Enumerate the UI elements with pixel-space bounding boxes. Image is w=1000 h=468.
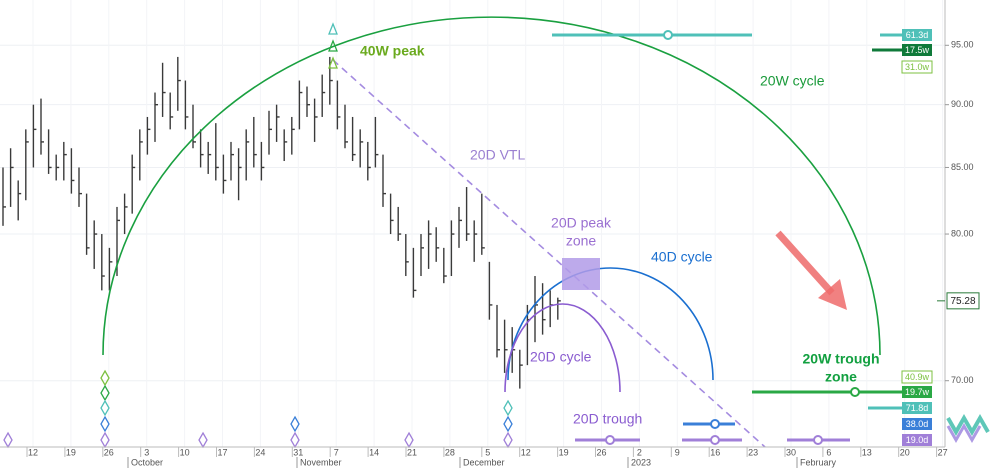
cycle-label: 19.0d [906,435,929,445]
cycle-label: 71.8d [906,403,929,413]
x-tick-label: 16 [710,447,720,457]
y-tick-label: 90.00 [951,99,974,109]
cycle-label: 40.9w [905,372,930,382]
projection-marker [710,435,720,445]
label-box [902,434,932,446]
triangle [328,56,338,69]
annotation: 20D VTL [470,147,525,163]
y-tick-label: 80.00 [951,228,974,238]
cycle-labels: 61.3d 17.5w 31.0w 40.9w 19.7w 71.8d 38.0… [901,29,933,446]
label-box [901,60,933,74]
triangle [328,39,338,52]
last-price-label: 75.28 [950,296,975,307]
arrow-shaft [775,230,835,296]
annotation: 20D trough [573,411,642,427]
x-tick-label: 30 [786,447,796,457]
diamond [100,399,110,417]
logo-mark [946,413,990,437]
projection-marker [663,30,673,40]
label-box [901,370,933,384]
x-tick-label: 28 [445,447,455,457]
diamond [503,399,513,417]
annotation: 40W peak [360,43,425,59]
cycle-arc-20d [504,303,621,393]
y-tick-label: 70.00 [951,375,974,385]
x-tick-label: 2 [637,447,642,457]
x-tick-label: 19 [66,447,76,457]
label-box [902,402,932,414]
x-tick-label: 10 [180,447,190,457]
projection-marker [710,419,720,429]
x-tick-label: 21 [407,447,417,457]
x-tick-label: 19 [559,447,569,457]
cycle-overlays [102,16,881,448]
cycle-label: 31.0w [905,62,930,72]
month-label: October [131,457,163,467]
label-box [902,44,932,56]
x-tick-label: 31 [293,447,303,457]
cycle-label: 19.7w [905,387,930,397]
label-box [902,386,932,398]
annotation: 20D peak [551,215,612,231]
trend-arrow [775,230,847,310]
annotation: 40D cycle [651,249,713,265]
projection-lines [552,30,905,445]
cycle-arc-40d [507,267,714,381]
cycle-label: 17.5w [905,45,930,55]
cycle-arc-20w [102,16,881,356]
annotation: zone [566,233,597,249]
x-tick-label: 17 [217,447,227,457]
projection-marker [813,435,823,445]
month-labels: October November December 2023 February [127,457,837,468]
label-box [902,418,932,430]
diamond [290,415,300,433]
month-label: December [463,457,505,467]
grid [0,0,945,447]
x-tick-label: 12 [28,447,38,457]
arrow-head [818,279,847,310]
x-tick-label: 9 [675,447,680,457]
label-box [902,29,932,41]
x-tick-label: 26 [104,447,114,457]
x-tick-label: 6 [826,447,831,457]
x-tick-label: 12 [521,447,531,457]
logo-mark [946,422,982,444]
annotation: 20D cycle [530,349,592,365]
cycle-label: 38.0d [906,419,929,429]
x-tick-label: 20 [900,447,910,457]
y-tick-label: 95.00 [951,40,974,50]
diamond [503,415,513,433]
month-label: February [800,457,837,467]
vtl-line [332,59,766,448]
peak-zone [562,258,600,290]
x-tick-label: 3 [144,447,149,457]
y-tick-label: 85.00 [951,162,974,172]
triangle [328,22,338,35]
x-tick-label: 24 [255,447,265,457]
annotation: 20W trough [803,351,880,367]
month-label: November [300,457,342,467]
x-tick-label: 23 [748,447,758,457]
x-tick-label: 26 [596,447,606,457]
cycle-label: 61.3d [906,30,929,40]
last-price-box [946,292,980,310]
x-tick-label: 27 [938,447,948,457]
logo [946,413,990,444]
x-tick-label: 7 [334,447,339,457]
x-tick-label: 14 [369,447,379,457]
diamond [100,415,110,433]
x-tick-label: 5 [485,447,490,457]
x-tick-label: 13 [862,447,872,457]
projection-marker [850,387,860,397]
annotation: zone [825,369,857,385]
projection-marker [605,435,615,445]
month-label: 2023 [631,457,651,467]
annotation: 20W cycle [760,73,825,89]
